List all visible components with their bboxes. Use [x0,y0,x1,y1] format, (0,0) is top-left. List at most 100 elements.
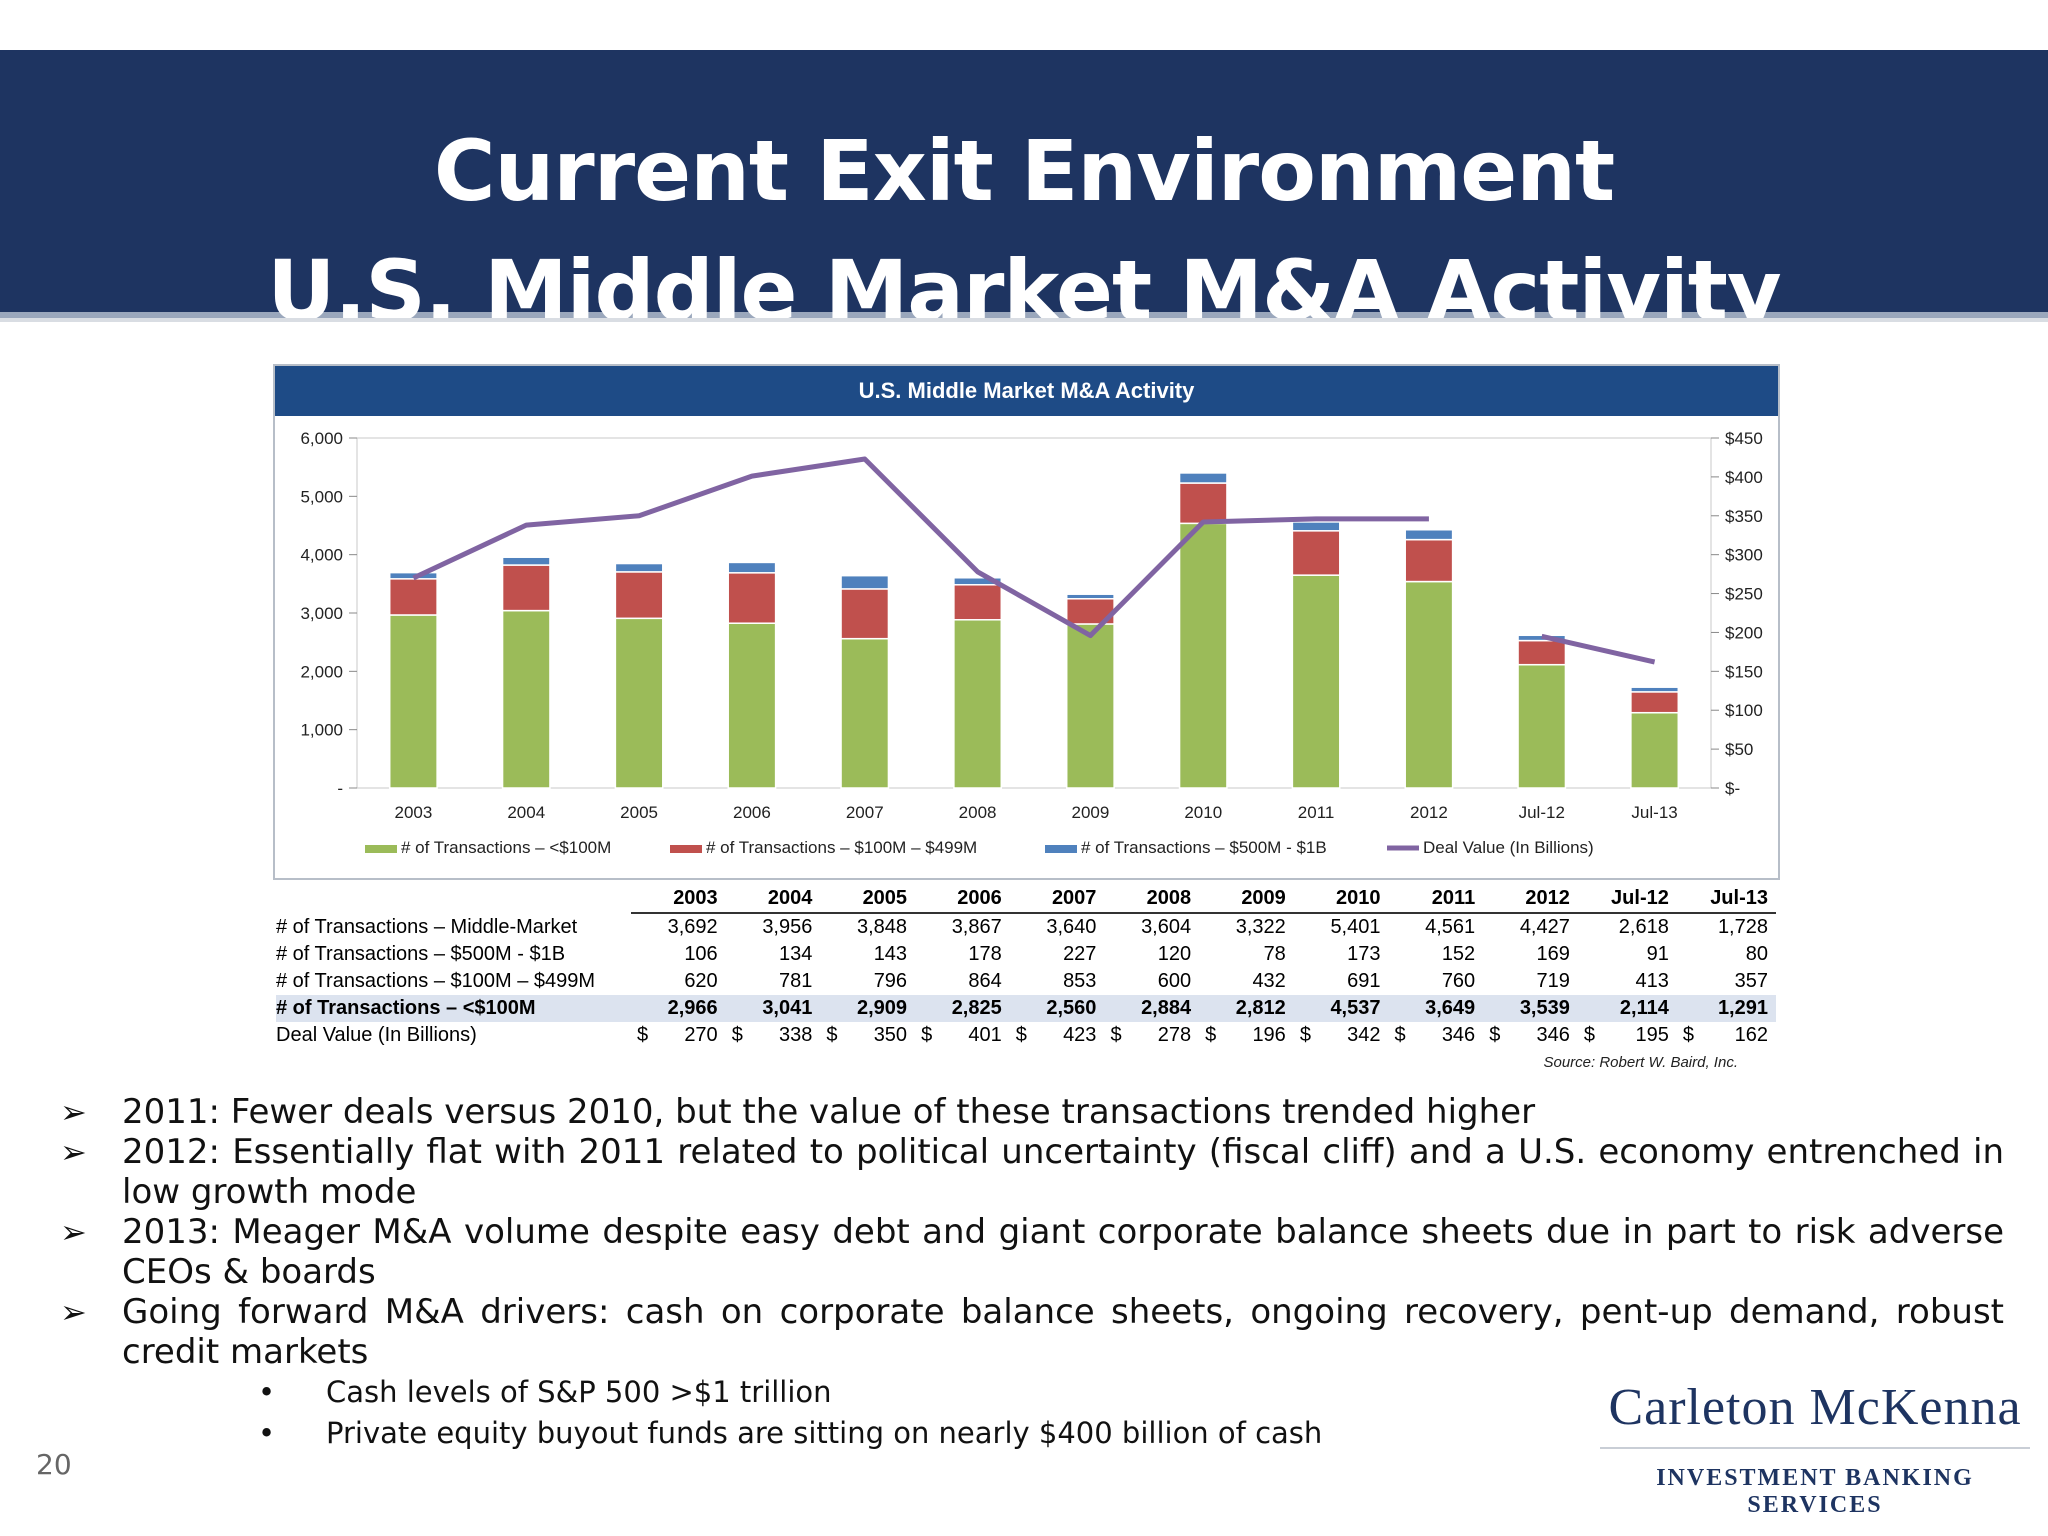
table-cell: 120 [1157,943,1192,965]
title-line-1: Current Exit Environment [433,122,1615,220]
row-label: # of Transactions – $500M - $1B [276,943,566,965]
dot-bullet-icon: • [258,1375,276,1409]
right-tick-label: $350 [1725,507,1763,526]
chart-title: U.S. Middle Market M&A Activity [275,366,1778,416]
currency-symbol: $ [731,1024,743,1046]
currency-symbol: $ [1394,1024,1406,1046]
bar-segment-lt100m [1065,623,1115,789]
x-tick-label: 2005 [620,803,658,822]
sub-bullet-item: • Cash levels of S&P 500 >$1 trillion [60,1372,2004,1413]
deal-value-line-recent [1541,633,1656,665]
right-tick-label: $250 [1725,585,1763,604]
table-cell: 3,322 [1235,916,1286,938]
plot-area [356,437,1712,789]
source-note: Source: Robert W. Baird, Inc. [1543,1054,1738,1071]
bar-segment-lt100m [614,617,664,789]
table-cell: 3,539 [1483,995,1578,1022]
currency-symbol: $ [921,1024,933,1046]
bar-segment-500m-1b [1178,472,1228,484]
table-cell: 423 [1063,1024,1097,1046]
table-cell: 134 [779,943,813,965]
bar-segment-100m-499m [614,571,664,620]
logo-tagline: INVESTMENT BANKING SERVICES [1656,1465,1974,1518]
bar-segment-100m-499m [953,584,1003,621]
table-cell: 80 [1745,943,1768,965]
left-tick-label: - [337,779,343,798]
bullet-text: Going forward M&A drivers: cash on corpo… [122,1292,2004,1372]
left-tick-label: 3,000 [300,604,343,623]
legend-swatch [1045,845,1077,853]
right-tick-label: $50 [1725,740,1753,759]
stacked-bar-line-chart: - 1,000 2,000 3,000 4,000 5,000 6,000 $- $50 $100… [300,429,1763,857]
table-cell: 2,909 [820,995,916,1022]
table-header-row: 2003 2004 2005 2006 2007 2008 2009 2010 2011 2012… [276,885,1776,914]
x-tick-label: Jul-13 [1631,803,1677,822]
currency-symbol: $ [637,1024,649,1046]
table-cell: 4,427 [1519,916,1570,938]
table-cell: 4,537 [1293,995,1389,1022]
banner-divider [0,318,2048,322]
bar-segment-100m-499m [1517,639,1567,666]
table-cell: 432 [1252,970,1286,992]
table-column-header: 2003 [631,885,726,914]
bullet-item: ➢ Going forward M&A drivers: cash on corp… [60,1292,2004,1372]
table-column-header: 2005 [820,885,916,914]
table-cell: 2,966 [631,995,726,1022]
arrow-bullet-icon: ➢ [60,1133,87,1171]
table-cell: 3,604 [1141,916,1192,938]
arrow-bullet-icon: ➢ [60,1093,87,1131]
currency-symbol: $ [1682,1024,1694,1046]
table-cell: 781 [779,970,813,992]
x-tick-label: 2007 [846,803,884,822]
table-row: # of Transactions – Middle-Market 3,692 3,… [276,913,1776,941]
bar-segment-100m-499m [840,588,890,640]
table-cell: 3,867 [951,916,1002,938]
arrow-bullet-icon: ➢ [60,1293,87,1331]
right-tick-label: $100 [1725,701,1763,720]
bar-segment-lt100m [1291,574,1341,789]
table-column-header: Jul-13 [1676,885,1776,914]
bar-segment-lt100m [1630,711,1680,789]
table-corner [276,885,631,913]
legend-swatch [670,845,702,853]
bar-segment-500m-1b [614,562,664,573]
logo-name: Carleton McKenna [1608,1379,2022,1436]
right-tick-label: $150 [1725,662,1763,681]
bullet-text: 2012: Essentially flat with 2011 related… [122,1132,2004,1212]
page-number: 20 [36,1448,72,1481]
table-cell: 5,401 [1330,916,1381,938]
table-cell: 3,956 [762,916,813,938]
currency-symbol: $ [826,1024,838,1046]
table-column-header: 2010 [1293,885,1389,914]
table-cell: 3,649 [1388,995,1484,1022]
table-row: # of Transactions – $500M - $1B 106 134 143… [276,941,1776,968]
table-row-deal-value: Deal Value (In Billions) $270 $338 $350 $401… [276,1022,1776,1049]
table-cell: 1,291 [1676,995,1776,1022]
x-tick-label: 2008 [959,803,997,822]
table-column-header: 2012 [1483,885,1578,914]
table-cell: 346 [1441,1024,1476,1046]
currency-symbol: $ [1110,1024,1122,1046]
left-tick-label: 1,000 [300,721,343,740]
table-cell: 3,640 [1046,916,1097,938]
table-cell: 106 [684,943,718,965]
table-column-header: 2006 [915,885,1010,914]
left-tick-label: 4,000 [300,546,343,565]
legend-label: # of Transactions – <$100M [401,838,611,857]
dot-bullet-icon: • [258,1416,276,1450]
table-cell: 78 [1263,943,1286,965]
table-cell: 1,728 [1717,916,1768,938]
bar-segment-lt100m [388,614,438,789]
bar-segment-500m-1b [727,561,777,574]
title-line-2: U.S. Middle Market M&A Activity [267,242,1781,340]
left-tick-label: 6,000 [300,429,343,448]
bullet-item: ➢ 2012: Essentially flat with 2011 relate… [60,1132,2004,1212]
table-cell: 195 [1635,1024,1669,1046]
bullet-item: ➢ 2011: Fewer deals versus 2010, but the … [60,1092,2004,1132]
right-tick-label: $300 [1725,546,1763,565]
left-tick-label: 5,000 [300,487,343,506]
x-tick-label: 2010 [1184,803,1222,822]
bar-segment-100m-499m [1404,538,1454,583]
legend-label: Deal Value (In Billions) [1423,838,1594,857]
table-cell: 2,825 [915,995,1010,1022]
